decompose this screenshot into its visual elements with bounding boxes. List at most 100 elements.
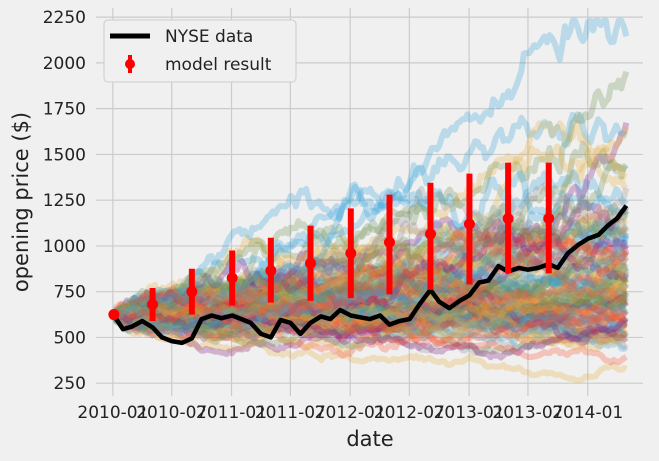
y-tick-label: 1000 (43, 237, 86, 257)
x-tick-label: 2014-01 (552, 403, 623, 423)
x-tick-label: 2010-01 (77, 403, 148, 423)
simulation-path (113, 304, 628, 356)
simulation-path (111, 229, 630, 327)
simulation-path (112, 263, 630, 323)
simulation-path (112, 290, 628, 342)
simulation-path (112, 304, 629, 342)
simulation-path (112, 270, 627, 328)
model-point (424, 228, 436, 240)
simulation-path (111, 154, 629, 320)
x-tick-label: 2012-07 (374, 403, 445, 423)
model-point (463, 218, 475, 230)
legend-swatch-model-marker (125, 59, 135, 69)
simulation-path (111, 268, 628, 323)
simulation-path (112, 288, 627, 333)
x-tick-label: 2011-07 (255, 403, 326, 423)
simulation-path (113, 292, 628, 357)
simulation-path (111, 276, 629, 350)
simulation-path (112, 294, 629, 345)
model-point (265, 265, 277, 277)
simulation-path (112, 238, 630, 332)
simulation-path (112, 229, 627, 336)
model-result-series (108, 162, 555, 321)
simulation-path (113, 185, 630, 321)
simulation-path (112, 276, 630, 334)
nyse-data-series (112, 204, 629, 346)
simulation-path (111, 264, 628, 324)
simulation-path (112, 257, 627, 324)
simulation-path (111, 219, 629, 317)
model-point (345, 247, 357, 259)
simulation-path (111, 182, 629, 318)
simulation-path (111, 286, 627, 353)
simulation-path (111, 273, 629, 330)
simulation-path (111, 270, 629, 321)
simulation-path (113, 202, 630, 333)
simulation-path (111, 111, 628, 317)
simulation-path (113, 278, 628, 330)
simulation-path (113, 290, 629, 346)
simulation-path (111, 310, 629, 352)
simulation-path (111, 293, 629, 339)
model-point (186, 286, 198, 298)
simulation-path (111, 257, 629, 323)
legend: NYSE data model result (103, 19, 297, 83)
simulation-path (112, 249, 629, 325)
simulation-path (112, 282, 629, 325)
y-tick-label: 2250 (43, 8, 86, 28)
model-point (108, 309, 120, 321)
simulation-path (112, 254, 628, 329)
y-tick-label: 750 (54, 283, 86, 303)
simulation-path (112, 70, 630, 319)
legend-label-nyse-data: NYSE data (165, 27, 253, 47)
x-tick-label: 2011-01 (196, 403, 267, 423)
simulation-path (111, 219, 630, 327)
simulation-path (113, 187, 630, 322)
simulation-path (111, 293, 629, 327)
simulation-path (113, 262, 629, 319)
x-tick-label: 2010-07 (136, 403, 207, 423)
simulation-path (113, 160, 628, 322)
simulation-path (113, 255, 629, 321)
simulation-path (112, 286, 628, 342)
simulation-path (111, 197, 630, 317)
simulation-path (112, 295, 629, 331)
simulation-path (112, 274, 629, 325)
simulation-path (113, 204, 629, 326)
simulation-path (111, 303, 628, 350)
simulation-path (113, 264, 627, 326)
x-tick-labels: 2010-012010-072011-012011-072012-012012-… (77, 403, 623, 423)
simulation-path (113, 260, 629, 320)
simulation-path (112, 272, 630, 322)
simulation-path (111, 275, 629, 336)
x-tick-label: 2013-07 (492, 403, 563, 423)
simulation-path (112, 170, 629, 318)
simulation-path (111, 17, 630, 318)
y-tick-label: 1250 (43, 191, 86, 211)
x-axis-label: date (346, 427, 393, 451)
simulation-path (111, 274, 630, 318)
simulation-path (112, 308, 629, 359)
legend-box (103, 19, 297, 83)
x-tick-label: 2012-01 (315, 403, 386, 423)
simulation-path (111, 271, 629, 318)
model-point (147, 298, 159, 310)
simulation-path (111, 257, 629, 322)
y-tick-label: 2000 (43, 54, 86, 74)
y-tick-label: 500 (54, 328, 86, 348)
simulation-path (111, 229, 628, 335)
y-tick-labels: 250 500 750 1000 1250 1500 1750 2000 2250 (43, 8, 86, 394)
y-tick-label: 250 (54, 374, 86, 394)
simulation-path (111, 260, 629, 327)
simulation-path (111, 289, 627, 338)
model-point (543, 212, 555, 224)
simulation-path (111, 126, 630, 321)
model-point (502, 212, 514, 224)
y-tick-label: 1500 (43, 145, 86, 165)
simulation-path (112, 226, 630, 323)
simulation-path (111, 305, 628, 366)
simulation-path (111, 275, 629, 324)
simulation-path (113, 293, 628, 340)
simulation-path (113, 224, 627, 323)
